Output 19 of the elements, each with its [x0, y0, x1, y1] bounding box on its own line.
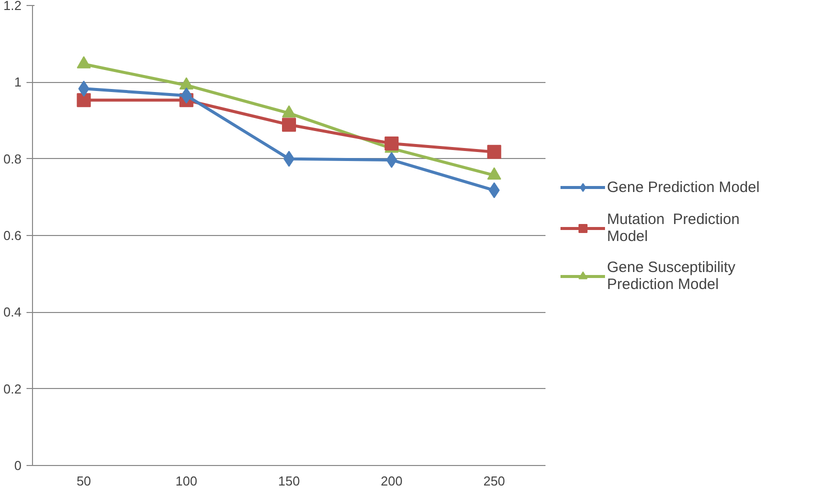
x-tick-label: 250: [483, 474, 506, 488]
x-tick-label: 150: [278, 474, 300, 488]
point: [384, 136, 399, 150]
point: [487, 144, 502, 159]
legend-label: Gene Prediction Model: [607, 178, 760, 196]
y-tick-label: 1.2: [3, 0, 22, 13]
point: [282, 118, 296, 132]
y-tick-label: 0.4: [3, 304, 22, 320]
y-tick-label: 0.2: [3, 381, 22, 396]
y-tick-label: 0.8: [3, 151, 22, 166]
x-tick-label: 50: [76, 474, 92, 488]
legend-label: Gene Susceptibility Prediction Model: [607, 259, 736, 293]
x-tick-label: 100: [176, 474, 198, 488]
x-tick-label: 200: [380, 474, 402, 488]
y-tick-label: 1: [14, 74, 22, 90]
legend-label: Mutation Prediction Model: [607, 211, 740, 245]
y-tick-label: 0.6: [3, 228, 22, 243]
point: [76, 93, 91, 108]
y-tick-label: 0: [14, 458, 22, 473]
